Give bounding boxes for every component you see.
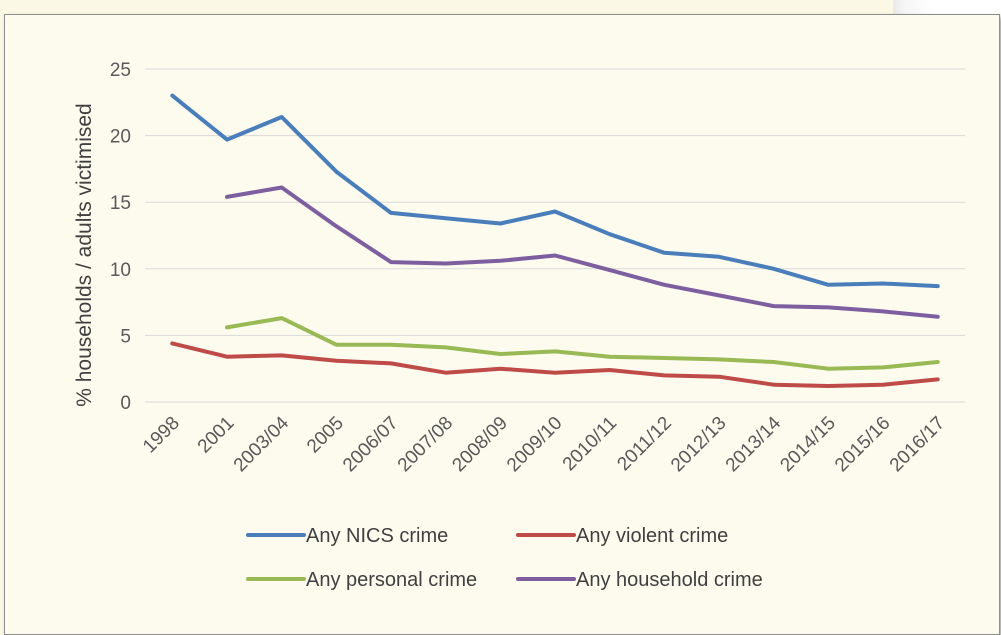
y-tick-label: 5 [120, 326, 131, 347]
y-tick-labels: 0 5 10 15 20 25 [110, 60, 131, 414]
x-tick-label: 2016/17 [886, 413, 949, 476]
x-tick-label: 2003/04 [230, 412, 294, 476]
x-tick-label: 2015/16 [831, 413, 894, 476]
x-tick-label: 2007/08 [394, 413, 457, 476]
series-lines [170, 93, 940, 388]
x-tick-label: 1998 [139, 413, 184, 458]
x-tick-label: 2005 [303, 413, 348, 458]
x-tick-label: 2009/10 [503, 413, 566, 476]
series-line-any-personal-crime [225, 316, 940, 371]
y-axis-label: % households / adults victimised [73, 103, 96, 407]
gridlines [145, 68, 965, 403]
x-tick-label: 2010/11 [559, 413, 621, 475]
x-tick-label: 2008/09 [448, 413, 511, 476]
legend-label: Any violent crime [576, 525, 728, 547]
y-tick-label: 0 [120, 393, 131, 414]
series-line-any-household-crime [225, 185, 940, 319]
y-tick-label: 20 [110, 127, 131, 148]
x-tick-label: 2012/13 [667, 413, 730, 476]
x-tick-label: 2014/15 [776, 413, 839, 476]
x-tick-label: 2001 [194, 413, 239, 458]
legend-label: Any household crime [576, 569, 763, 591]
x-tick-label: 2011/12 [613, 413, 675, 475]
legend-label: Any personal crime [306, 569, 477, 591]
legend: Any NICS crime Any violent crime Any perso… [246, 525, 763, 591]
legend-label: Any NICS crime [306, 525, 448, 547]
y-tick-label: 25 [110, 60, 131, 81]
x-tick-label: 2013/14 [722, 412, 786, 476]
series-line-any-nics-crime [170, 93, 940, 289]
y-tick-label: 15 [110, 193, 131, 214]
x-tick-label: 2006/07 [339, 413, 402, 476]
y-tick-label: 10 [110, 260, 131, 281]
chart-frame [4, 14, 1000, 635]
series-line-any-violent-crime [170, 341, 940, 388]
